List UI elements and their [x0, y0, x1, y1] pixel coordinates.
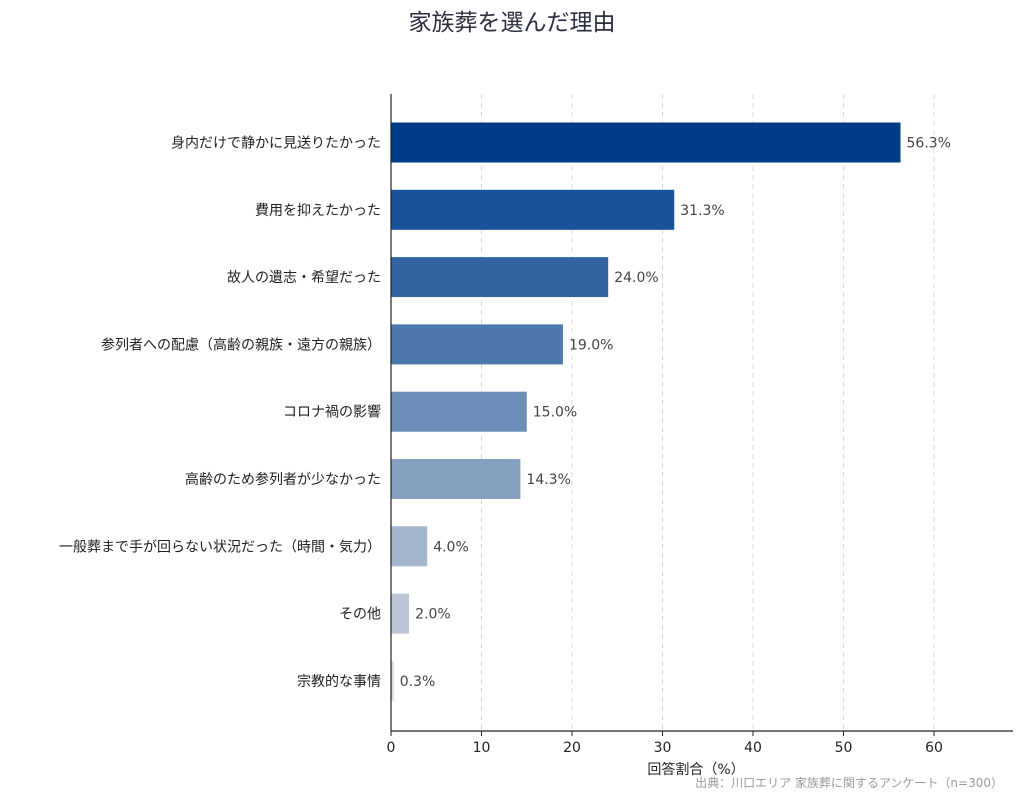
x-tick-label: 30: [654, 740, 672, 756]
bar: [391, 324, 563, 365]
category-label: 参列者への配慮（高齢の親族・遠方の親族）: [101, 336, 381, 353]
bar: [391, 391, 527, 432]
x-tick-label: 50: [835, 740, 853, 756]
bar: [391, 459, 521, 499]
bar: [391, 257, 609, 298]
bar: [391, 593, 410, 634]
x-tick-label: 40: [744, 740, 762, 756]
category-label: 費用を抑えたかった: [255, 203, 381, 219]
category-label: コロナ禍の影響: [283, 404, 381, 421]
x-axis-label: 回答割合（%）: [647, 761, 744, 778]
x-tick-label: 20: [563, 740, 581, 756]
value-label: 56.3%: [907, 136, 951, 152]
value-label: 19.0%: [569, 337, 613, 353]
value-label: 15.0%: [533, 405, 577, 421]
bar: [391, 122, 901, 163]
value-label: 14.3%: [526, 472, 570, 488]
bar: [391, 526, 428, 567]
category-label: 身内だけで静かに見送りたかった: [171, 136, 381, 152]
bar: [391, 660, 394, 701]
category-label: 宗教的な事情: [297, 674, 381, 690]
bar: [391, 189, 675, 230]
x-tick-label: 60: [925, 740, 943, 756]
value-label: 31.3%: [680, 203, 724, 219]
x-ticks: 0 10 20 30 40 50 60: [387, 731, 943, 756]
category-label: その他: [339, 607, 381, 623]
bars: [391, 122, 901, 701]
category-labels: 身内だけで静かに見送りたかった費用を抑えたかった故人の遺志・希望だった参列者への…: [59, 136, 381, 690]
value-label: 24.0%: [614, 270, 658, 286]
category-label: 故人の遺志・希望だった: [227, 270, 381, 286]
category-label: 一般葬まで手が回らない状況だった（時間・気力）: [59, 539, 381, 555]
x-tick-label: 10: [473, 740, 491, 756]
chart-title: 家族葬を選んだ理由: [409, 10, 616, 36]
value-label: 2.0%: [415, 607, 451, 623]
value-label: 0.3%: [400, 674, 436, 690]
x-tick-label: 0: [387, 740, 396, 756]
value-label: 4.0%: [433, 539, 469, 555]
category-label: 高齢のため参列者が少なかった: [185, 471, 381, 488]
source-note: 出典：川口エリア 家族葬に関するアンケート（n=300）: [695, 775, 1003, 790]
value-labels: 56.3% 31.3% 24.0% 19.0% 15.0% 14.3% 4.0% 2.0% 0.…: [400, 136, 951, 690]
